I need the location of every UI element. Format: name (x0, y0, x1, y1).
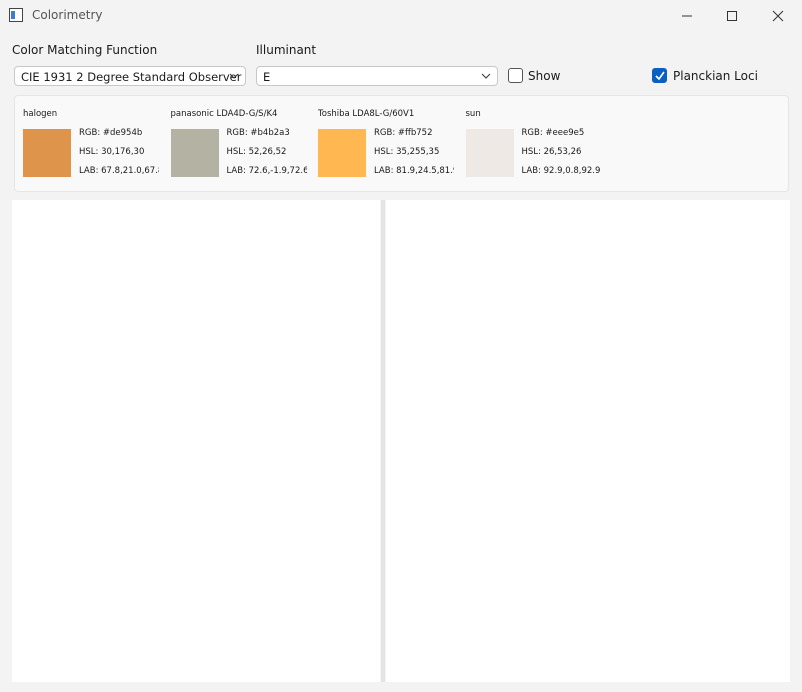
spectrum-panel (12, 200, 380, 682)
swatch-rgb: RGB: #ffb752 (374, 128, 433, 138)
swatch-rgb: RGB: #eee9e5 (521, 128, 585, 138)
swatch-rgb: RGB: #b4b2a3 (226, 128, 290, 138)
swatch-hsl: HSL: 52,26,52 (226, 147, 287, 157)
cie-panel (386, 200, 790, 682)
spectrum-chart (12, 200, 380, 682)
cie-chart (386, 200, 790, 682)
window-buttons[interactable] (680, 8, 790, 24)
planckian-checkbox[interactable] (652, 68, 667, 83)
swatch-lab: LAB: 72.6,-1.9,72.6 (226, 166, 307, 176)
swatch-color (23, 129, 71, 177)
illuminant-label: Illuminant (256, 43, 317, 57)
illuminant-value: E (263, 70, 271, 84)
cmf-label: Color Matching Function (12, 43, 158, 57)
illuminant-combo[interactable]: E (256, 66, 498, 86)
close-button[interactable] (772, 10, 784, 22)
swatch-color (465, 129, 514, 177)
app-icon (9, 8, 23, 22)
swatch-lab: LAB: 81.9,24.5,81.9 (374, 166, 454, 176)
swatch-name: halogen (23, 109, 58, 119)
show-checkbox[interactable] (508, 68, 523, 83)
swatch-name: sun (465, 109, 481, 119)
cmf-value: CIE 1931 2 Degree Standard Observer (21, 70, 242, 84)
swatch-lab: LAB: 92.9,0.8,92.9 (521, 166, 601, 176)
swatch-rgb: RGB: #de954b (79, 128, 143, 138)
swatch-name: panasonic LDA4D-G/S/K4 (170, 109, 278, 119)
swatch-hsl: HSL: 35,255,35 (374, 147, 440, 157)
swatch-hsl: HSL: 30,176,30 (79, 147, 145, 157)
swatch-lab: LAB: 67.8,21.0,67.8 (79, 166, 159, 176)
swatch-hsl: HSL: 26,53,26 (521, 147, 582, 157)
cmf-combo[interactable]: CIE 1931 2 Degree Standard Observer (14, 66, 246, 86)
show-label[interactable]: Show (528, 69, 561, 83)
swatch-color (318, 129, 366, 177)
window-title: Colorimetry (32, 8, 103, 22)
splitter[interactable] (381, 200, 385, 682)
planckian-label[interactable]: Planckian Loci (673, 69, 758, 83)
maximize-button[interactable] (727, 11, 737, 21)
swatch-color (170, 129, 219, 177)
swatch-panel: halogen RGB: #de954b HSL: 30,176,30 LAB: 67… (14, 95, 789, 192)
swatch-name: Toshiba LDA8L-G/60V1 (318, 109, 415, 119)
